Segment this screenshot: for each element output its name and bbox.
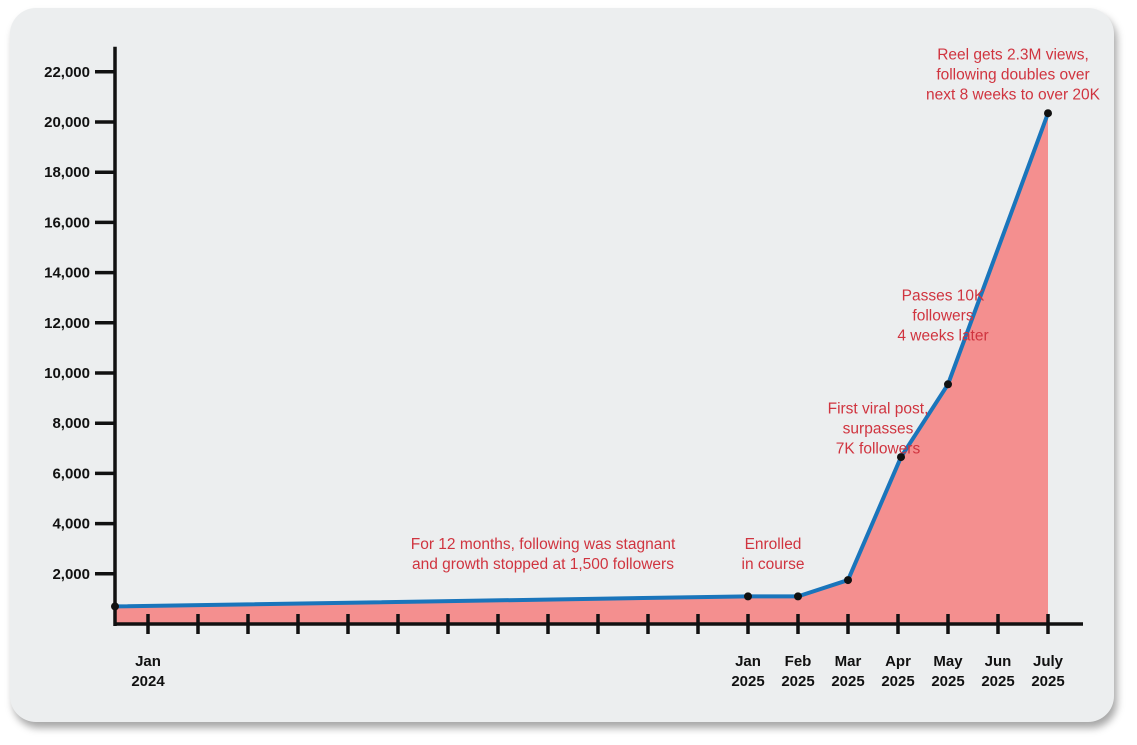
data-point [794,592,802,601]
x-tick-label: 2025 [831,673,864,690]
annotation: Enrolled in course [742,536,805,573]
y-tick-label: 12,000 [44,315,90,332]
annotation-line: next 8 weeks to over 20K [926,86,1101,103]
data-point [111,602,119,611]
annotation-line: followers [912,307,973,324]
y-tick-label: 6,000 [52,465,90,482]
annotation-line: in course [742,556,805,573]
x-tick-label: 2025 [931,673,964,690]
annotation-line: Reel gets 2.3M views, [937,46,1089,63]
x-tick-label: 2025 [981,673,1014,690]
annotation: For 12 months, following was stagnant and… [411,536,676,573]
y-tick-label: 10,000 [44,365,90,382]
annotation-line: Enrolled [745,536,802,553]
x-tick-label: Jan [135,653,161,670]
x-tick-label: 2025 [781,673,814,690]
annotation-line: 4 weeks later [897,327,988,344]
x-tick-label: Jun [985,653,1012,670]
x-tick-label: July [1033,653,1064,670]
data-point [897,453,905,462]
annotation-line: For 12 months, following was stagnant [411,536,676,553]
x-tick-label: Jan [735,653,761,670]
y-tick-label: 14,000 [44,265,90,282]
data-point [944,380,952,389]
annotation-line: following doubles over [936,66,1089,83]
data-point [744,592,752,601]
x-tick-label: 2025 [881,673,914,690]
area-fill [115,113,1048,624]
x-tick-label: May [933,653,963,670]
x-tick-label: 2025 [731,673,764,690]
y-tick-label: 20,000 [44,114,90,131]
annotation-line: and growth stopped at 1,500 followers [412,556,674,573]
y-tick-label: 4,000 [52,516,90,533]
annotation: First viral post, surpasses 7K followers [828,400,929,457]
x-tick-label: 2024 [131,673,165,690]
y-tick-label: 16,000 [44,214,90,231]
y-tick-label: 2,000 [52,566,90,583]
x-tick-label: 2025 [1031,673,1064,690]
annotation: Reel gets 2.3M views, following doubles o… [926,46,1101,103]
y-tick-label: 8,000 [52,415,90,432]
x-tick-label: Feb [785,653,812,670]
y-tick-label: 18,000 [44,164,90,181]
x-tick-label: Apr [885,653,911,670]
y-tick-label: 22,000 [44,64,90,81]
data-point [1044,109,1052,118]
annotation: Passes 10K followers 4 weeks later [897,287,988,344]
annotation-line: First viral post, [828,400,929,417]
annotation-line: Passes 10K [902,287,985,304]
annotation-line: 7K followers [836,440,921,457]
data-point [844,576,852,585]
annotation-line: surpasses [843,420,914,437]
x-tick-label: Mar [835,653,862,670]
